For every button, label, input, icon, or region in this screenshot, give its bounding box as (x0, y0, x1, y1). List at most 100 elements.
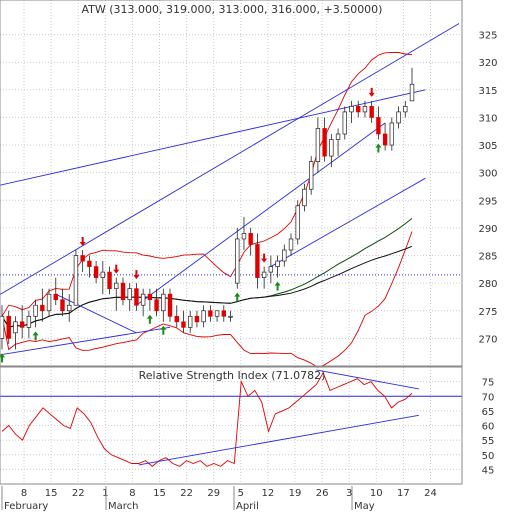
buy-arrow-icon (234, 292, 241, 302)
price-candles (0, 67, 415, 350)
indicator-overlays (0, 23, 462, 368)
price-y-tick-label: 290 (478, 224, 497, 235)
x-tick-label: 10 (370, 488, 383, 499)
candle-body (107, 271, 112, 290)
buy-arrow-icon (274, 281, 281, 291)
candle-body (60, 299, 65, 312)
candle-body (93, 266, 99, 278)
candle-body (26, 315, 32, 328)
candle-body (335, 133, 341, 140)
trend-line (0, 23, 460, 296)
rsi-line (1, 371, 413, 467)
candle-body (382, 133, 388, 146)
price-y-tick-label: 315 (478, 86, 497, 97)
candle-body (40, 304, 45, 312)
price-chart-title: ATW (313.000, 319.000, 313.000, 316.000,… (82, 3, 383, 16)
signal-arrows (0, 87, 382, 363)
price-y-tick-label: 310 (478, 113, 497, 124)
price-y-tick-label: 270 (478, 334, 497, 345)
rsi-trend-line-upper (316, 369, 419, 390)
rsi-y-tick-label: 55 (482, 436, 495, 447)
candle-body (329, 139, 334, 157)
candle-body (187, 315, 193, 328)
candle-body (73, 255, 79, 306)
x-tick-label: 29 (207, 488, 220, 499)
candle-body (261, 271, 267, 278)
x-month-label: February (4, 501, 48, 512)
price-y-tick-label: 300 (478, 169, 497, 180)
rsi-y-tick-label: 70 (482, 392, 495, 403)
x-tick-label: 8 (129, 488, 135, 499)
candle-body (282, 249, 287, 262)
buy-arrow-icon (146, 314, 153, 324)
price-y-tick-label: 295 (478, 196, 497, 207)
candle-body (174, 315, 179, 323)
candle-body (120, 282, 126, 301)
candle-body (295, 205, 300, 240)
candle-body (134, 288, 139, 306)
x-tick-label: 24 (424, 488, 437, 499)
price-panel-border (0, 0, 463, 367)
candle-body (214, 310, 220, 317)
x-month-label: April (236, 501, 259, 512)
bollinger-upper-line (1, 52, 413, 317)
sell-arrow-icon (261, 253, 268, 263)
candle-body (140, 293, 146, 306)
rsi-y-tick-label: 65 (482, 407, 495, 418)
candle-body (154, 299, 159, 312)
rsi-y-tick-label: 50 (482, 451, 495, 462)
x-tick-label: 19 (289, 488, 302, 499)
x-tick-label: 15 (45, 488, 58, 499)
buy-arrow-icon (0, 353, 5, 363)
candle-body (248, 233, 253, 245)
sell-arrow-icon (133, 270, 140, 280)
candle-body (369, 106, 374, 118)
price-y-tick-label: 320 (478, 58, 497, 69)
x-tick-label: 5 (238, 488, 244, 499)
x-tick-label: 22 (72, 488, 85, 499)
rsi-y-tick-label: 75 (482, 378, 495, 389)
candle-body (208, 310, 213, 317)
candle-body (275, 260, 280, 267)
candle-body (167, 293, 173, 317)
x-tick-label: 8 (21, 488, 27, 499)
candle-body (46, 293, 52, 312)
price-y-tick-label: 285 (478, 252, 497, 263)
candle-body (396, 111, 401, 124)
candle-body (389, 122, 395, 146)
candle-body (67, 304, 72, 312)
candle-body (268, 266, 274, 273)
candle-body (349, 106, 354, 113)
candle-body (288, 238, 294, 251)
sell-arrow-icon (368, 87, 375, 97)
long-moving-average-line (1, 245, 413, 328)
buy-arrow-icon (32, 331, 39, 341)
candle-body (53, 293, 58, 301)
candle-body (147, 293, 153, 301)
candle-body (87, 260, 92, 267)
sell-arrow-icon (79, 237, 86, 246)
price-y-tick-label: 305 (478, 141, 497, 152)
candle-body (0, 315, 5, 339)
candle-body (228, 315, 233, 318)
candle-body (100, 271, 106, 278)
buy-arrow-icon (160, 325, 167, 335)
candle-body (127, 288, 132, 301)
x-tick-label: 3 (346, 488, 352, 499)
trend-line (270, 177, 426, 267)
candle-body (409, 83, 415, 102)
candle-body (6, 315, 11, 339)
candle-body (322, 128, 327, 157)
rsi-y-tick-label: 60 (482, 422, 495, 433)
candle-body (403, 106, 408, 113)
rsi-trend-line-lower (138, 414, 419, 466)
candle-body (13, 321, 18, 334)
price-y-tick-label: 275 (478, 307, 497, 318)
candle-body (194, 315, 200, 323)
rsi-series (0, 369, 462, 467)
price-y-tick-label: 280 (478, 279, 497, 290)
x-tick-label: 1 (102, 488, 108, 499)
x-tick-label: 17 (397, 488, 410, 499)
candle-body (376, 117, 381, 135)
